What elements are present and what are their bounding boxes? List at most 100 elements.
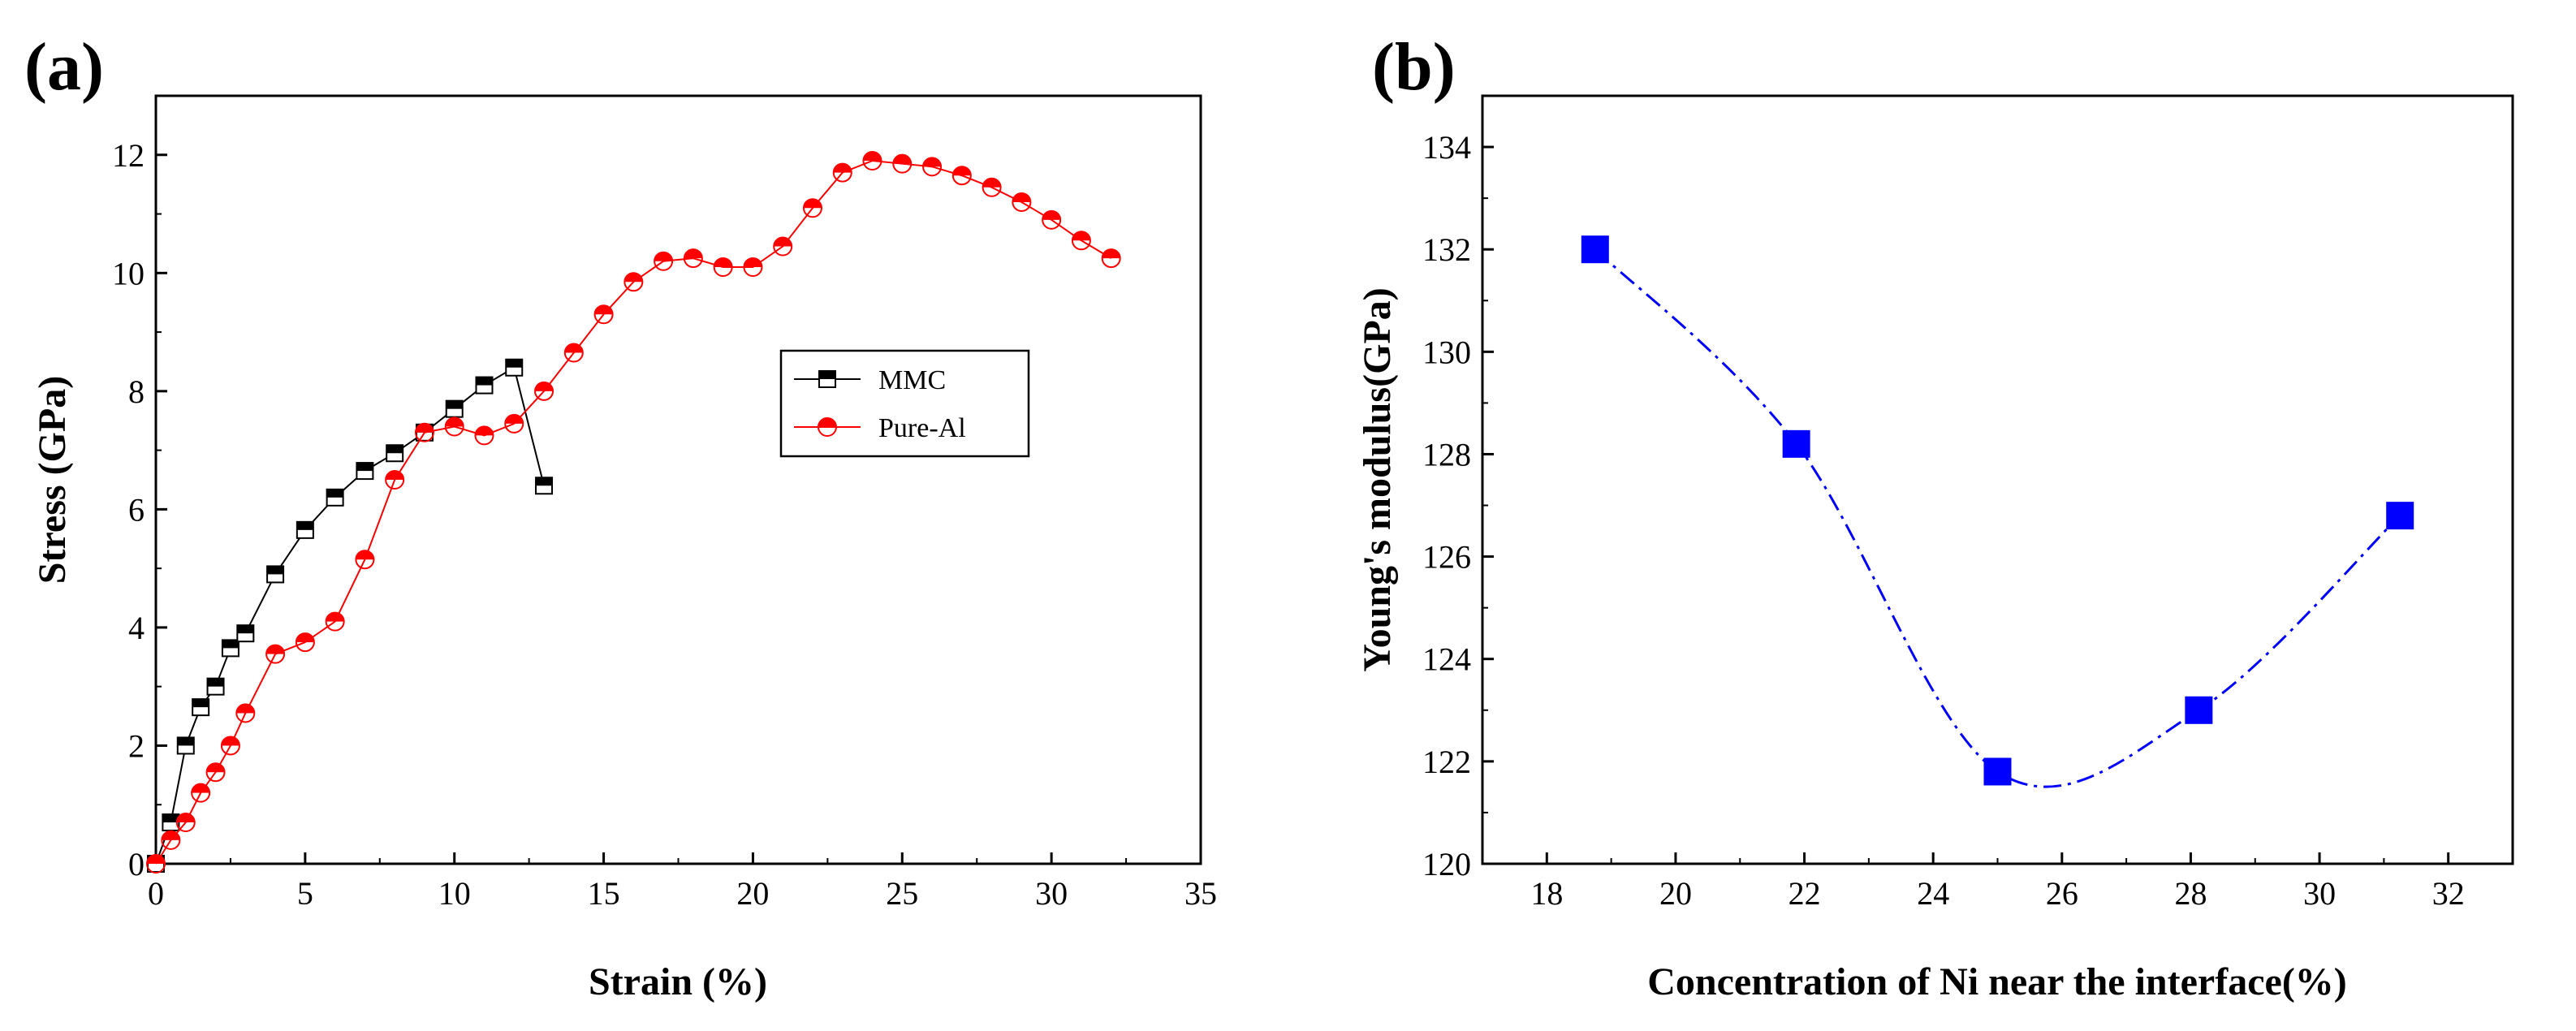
mmc-point — [356, 462, 374, 481]
pure-al-series — [146, 151, 1121, 874]
panel-b-y-tick-label: 124 — [1422, 641, 1471, 678]
pure-al-point — [385, 470, 405, 490]
pure-al-point — [325, 611, 345, 632]
pure-al-point — [563, 343, 584, 363]
panel-a-y-tick-label: 12 — [112, 137, 145, 174]
pure-al-point — [191, 783, 211, 803]
panel-a-y-tick-label: 6 — [128, 491, 145, 528]
panel-a-y-tick-label: 4 — [128, 610, 145, 646]
mmc-point — [221, 639, 239, 658]
pure-al-point — [265, 644, 286, 664]
panel-a-x-axis-title: Strain (%) — [589, 960, 767, 1003]
pure-al-point — [1042, 209, 1062, 230]
panel-b-x-tick-label: 28 — [2174, 875, 2207, 912]
panel-b-label: (b) — [1372, 29, 1456, 105]
pure-al-point — [951, 166, 972, 186]
pure-al-point — [504, 413, 524, 434]
pure-al-point — [713, 257, 733, 278]
pure-al-point — [414, 422, 434, 442]
pure-al-point — [862, 151, 882, 171]
pure-al-point — [773, 236, 793, 257]
panel-a-y-tick-label: 0 — [128, 846, 145, 882]
mmc-point — [176, 736, 195, 755]
pure-al-point — [295, 632, 315, 653]
legend-pure-al-label: Pure-Al — [878, 413, 966, 443]
pure-al-point — [982, 177, 1002, 197]
pure-al-point — [444, 416, 464, 437]
panel-a-x-tick-label: 0 — [148, 875, 164, 912]
panel-b-x-axis-title: Concentration of Ni near the interface(%… — [1647, 960, 2347, 1003]
pure-al-point — [624, 272, 644, 292]
panel-b-y-tick-label: 130 — [1422, 334, 1471, 370]
panel-b-x-tick-label: 18 — [1530, 875, 1563, 912]
panel-b-x-tick-label: 22 — [1789, 875, 1821, 912]
panel-b-x-tick-label: 24 — [1917, 875, 1949, 912]
pure-al-point — [355, 550, 375, 570]
legend-mmc-label: MMC — [878, 365, 946, 395]
mmc-point — [326, 488, 344, 507]
panel-a-y-tick-label: 8 — [128, 373, 145, 410]
pure-al-point — [832, 162, 852, 183]
panel-a-y-axis-title: Stress (GPa) — [31, 376, 74, 584]
mmc-point — [445, 399, 464, 418]
pure-al-point — [220, 736, 240, 756]
pure-al-point — [593, 304, 614, 325]
mmc-point — [505, 358, 524, 377]
panel-a-label: (a) — [24, 29, 104, 105]
panel-b-y-tick-label: 122 — [1422, 744, 1471, 780]
pure-al-point — [922, 157, 943, 177]
youngs-modulus-point — [1581, 235, 1609, 264]
panel-a-x-tick-label: 30 — [1035, 875, 1068, 912]
panel-b-y-axis-title: Young's modulus(GPa) — [1356, 287, 1399, 671]
panel-a-x-tick-label: 20 — [736, 875, 769, 912]
legend-pure-al-marker — [818, 417, 837, 437]
youngs-modulus-series — [1581, 235, 2414, 788]
mmc-point — [206, 677, 225, 696]
legend-box — [779, 349, 1030, 458]
panel-b-y-tick-label: 128 — [1422, 436, 1471, 472]
panel-b-youngs-modulus-chart: (b) 18 20 22 24 26 28 30 32 120 122 124 126 128 130 13… — [1356, 29, 2514, 1003]
mmc-point — [386, 444, 404, 463]
panel-a-axis-ticks: 0 5 10 15 20 25 30 35 0 2 4 6 8 10 12 — [112, 137, 1217, 912]
panel-a-x-tick-label: 10 — [438, 875, 471, 912]
pure-al-point — [474, 425, 494, 446]
panel-b-y-tick-label: 132 — [1422, 231, 1471, 268]
pure-al-point — [205, 762, 226, 783]
panel-b-y-tick-label: 126 — [1422, 539, 1471, 576]
panel-b-y-tick-label: 134 — [1422, 129, 1471, 166]
panel-a-x-tick-label: 35 — [1184, 875, 1217, 912]
pure-al-line — [155, 160, 1112, 865]
pure-al-point — [1071, 231, 1091, 251]
pure-al-point — [161, 830, 181, 850]
pure-al-point — [146, 854, 166, 874]
panel-b-x-tick-label: 30 — [2303, 875, 2336, 912]
youngs-modulus-point — [2386, 502, 2414, 530]
pure-al-point — [1101, 248, 1121, 269]
legend: MMC Pure-Al — [779, 349, 1030, 458]
panel-b-axis-ticks: 18 20 22 24 26 28 30 32 120 122 124 126 128 130 132 134 — [1422, 129, 2465, 912]
panel-a-x-tick-label: 15 — [588, 875, 620, 912]
pure-al-point — [534, 381, 554, 401]
mmc-point — [266, 565, 285, 584]
mmc-point — [535, 477, 554, 495]
pure-al-point — [654, 251, 674, 271]
pure-al-point — [235, 703, 256, 723]
pure-al-point — [802, 198, 822, 218]
panel-a-x-tick-label: 25 — [886, 875, 918, 912]
mmc-point — [192, 698, 210, 717]
youngs-modulus-point — [1983, 757, 2012, 786]
pure-al-point — [743, 257, 763, 278]
pure-al-point — [892, 153, 913, 174]
panel-b-x-tick-label: 32 — [2432, 875, 2465, 912]
mmc-point — [296, 520, 314, 539]
pure-al-point — [1012, 192, 1032, 212]
panel-a-y-tick-label: 2 — [128, 727, 145, 764]
panel-a-x-tick-label: 5 — [297, 875, 313, 912]
youngs-modulus-point — [1782, 429, 1810, 458]
panel-b-x-tick-label: 20 — [1659, 875, 1692, 912]
panel-b-x-tick-label: 26 — [2046, 875, 2078, 912]
legend-mmc-marker — [818, 370, 836, 388]
pure-al-point — [175, 813, 196, 833]
